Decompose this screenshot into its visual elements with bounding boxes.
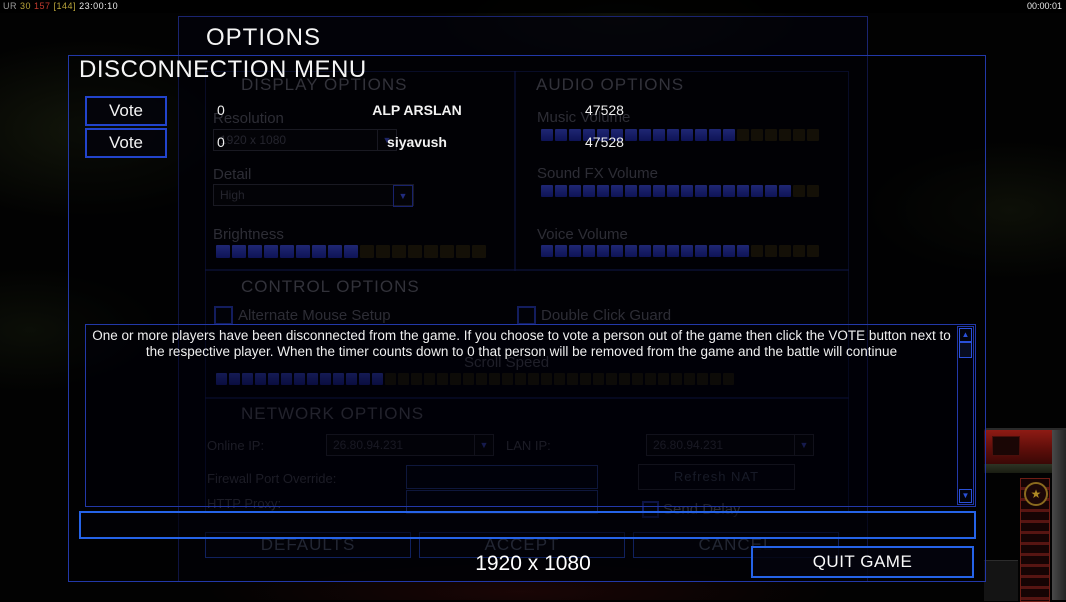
options-panel: OPTIONS DISPLAY OPTIONS Resolution 1920 … bbox=[178, 16, 868, 582]
hud-ur-label: UR bbox=[3, 1, 17, 11]
hud-status-left: UR 30 157 [144] 23:00:10 bbox=[3, 0, 121, 13]
faction-star-icon: ★ bbox=[1024, 482, 1048, 506]
disconnection-menu: DISCONNECTION MENU Vote Vote 0 ALP ARSLA… bbox=[68, 55, 986, 582]
audio-options-heading: AUDIO OPTIONS bbox=[536, 75, 685, 94]
online-ip-dropdown[interactable]: 26.80.94.231 ▼ bbox=[326, 434, 494, 456]
dropdown-chevron-down-icon[interactable]: ▼ bbox=[377, 130, 396, 150]
display-options-heading: DISPLAY OPTIONS bbox=[241, 75, 408, 94]
vote-timer: 0 bbox=[217, 102, 225, 118]
player-name: siyavush bbox=[387, 134, 447, 150]
vote-button[interactable]: Vote bbox=[85, 96, 167, 126]
hud-clock-left: 23:00:10 bbox=[79, 1, 119, 11]
voice-volume-slider[interactable] bbox=[541, 245, 819, 257]
online-ip-value: 26.80.94.231 bbox=[333, 438, 404, 452]
control-options-section bbox=[205, 269, 849, 399]
brightness-label: Brightness bbox=[213, 226, 284, 243]
http-proxy-label: HTTP Proxy: bbox=[207, 496, 282, 511]
chat-input[interactable] bbox=[79, 511, 976, 539]
hud-top-bar: UR 30 157 [144] 23:00:10 00:00:01 bbox=[0, 0, 1066, 13]
player-ping: 47528 bbox=[585, 134, 624, 150]
scroll-up-arrow-icon[interactable]: ▲ bbox=[959, 328, 972, 342]
lan-ip-label: LAN IP: bbox=[506, 438, 551, 453]
player-name: ALP ARSLAN bbox=[372, 102, 462, 118]
disconnection-message-box: One or more players have been disconnect… bbox=[85, 324, 976, 507]
detail-label: Detail bbox=[213, 166, 252, 183]
vote-button[interactable]: Vote bbox=[85, 128, 167, 158]
detail-value: High bbox=[220, 188, 245, 202]
scroll-down-arrow-icon[interactable]: ▼ bbox=[959, 489, 972, 503]
scroll-speed-label: Scroll Speed bbox=[464, 354, 550, 371]
resolution-label: Resolution bbox=[213, 110, 284, 127]
scrollbar-thumb[interactable] bbox=[959, 342, 972, 358]
command-bar-slot bbox=[992, 436, 1020, 456]
hud-value-red: 157 bbox=[34, 1, 51, 11]
lan-ip-value: 26.80.94.231 bbox=[653, 438, 724, 452]
dropdown-chevron-down-icon[interactable]: ▼ bbox=[794, 435, 813, 455]
dropdown-chevron-down-icon[interactable]: ▼ bbox=[393, 185, 413, 207]
disconnection-menu-title: DISCONNECTION MENU bbox=[79, 56, 367, 83]
online-ip-label: Online IP: bbox=[207, 438, 265, 453]
player-ping: 47528 bbox=[585, 102, 624, 118]
alternate-mouse-label: Alternate Mouse Setup bbox=[238, 307, 391, 324]
music-volume-label: Music Volume bbox=[537, 109, 631, 126]
scroll-speed-slider[interactable] bbox=[216, 373, 734, 385]
refresh-nat-button[interactable]: Refresh NAT bbox=[638, 464, 795, 490]
sidebar-dark-panel bbox=[984, 560, 1018, 601]
network-options-heading: NETWORK OPTIONS bbox=[241, 404, 425, 423]
quit-game-button[interactable]: QUIT GAME bbox=[751, 546, 974, 578]
display-options-section bbox=[205, 71, 516, 271]
hud-value-bracket: [144] bbox=[53, 1, 77, 11]
vote-timer: 0 bbox=[217, 134, 225, 150]
detail-dropdown[interactable]: High ▼ bbox=[213, 184, 414, 207]
firewall-port-label: Firewall Port Override: bbox=[207, 471, 337, 486]
dropdown-chevron-down-icon[interactable]: ▼ bbox=[474, 435, 493, 455]
audio-options-section bbox=[514, 71, 849, 271]
sfx-volume-label: Sound FX Volume bbox=[537, 165, 658, 182]
resolution-dropdown[interactable]: 1920 x 1080 ▼ bbox=[213, 129, 397, 151]
scrollbar-track[interactable]: ▲ ▼ bbox=[957, 326, 974, 505]
disconnection-message-text: One or more players have been disconnect… bbox=[92, 328, 951, 359]
voice-volume-label: Voice Volume bbox=[537, 226, 628, 243]
resolution-value: 1920 x 1080 bbox=[220, 133, 287, 147]
hud-clock-right: 00:00:01 bbox=[1026, 1, 1062, 11]
sidebar-metal-edge bbox=[1052, 430, 1066, 600]
firewall-port-input[interactable] bbox=[406, 465, 598, 489]
double-click-guard-label: Double Click Guard bbox=[541, 307, 672, 324]
terrain-strip bbox=[984, 464, 1066, 473]
lan-ip-dropdown[interactable]: 26.80.94.231 ▼ bbox=[646, 434, 814, 456]
hud-value-yellow: 30 bbox=[20, 1, 32, 11]
resolution-readout: 1920 x 1080 bbox=[475, 552, 591, 575]
control-options-heading: CONTROL OPTIONS bbox=[241, 277, 420, 296]
music-volume-slider[interactable] bbox=[541, 129, 819, 141]
sfx-volume-slider[interactable] bbox=[541, 185, 819, 197]
http-proxy-input[interactable] bbox=[406, 490, 598, 514]
options-title: OPTIONS bbox=[206, 24, 322, 51]
brightness-slider[interactable] bbox=[216, 245, 486, 258]
